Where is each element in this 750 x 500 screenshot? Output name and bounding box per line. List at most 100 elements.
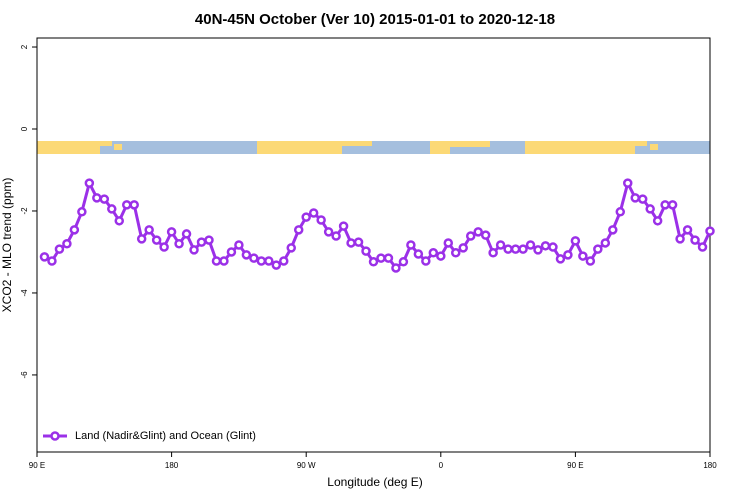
point xyxy=(234,240,244,250)
point xyxy=(196,237,207,247)
point xyxy=(286,243,296,253)
point xyxy=(652,216,663,226)
point xyxy=(77,207,87,217)
point xyxy=(181,229,192,239)
point xyxy=(518,244,528,254)
point xyxy=(645,204,655,214)
point xyxy=(555,254,566,264)
point xyxy=(608,225,618,235)
y-tick-label: -2 xyxy=(20,207,29,215)
point xyxy=(682,225,693,235)
point xyxy=(637,194,648,204)
point xyxy=(241,250,252,260)
point xyxy=(144,225,154,235)
point xyxy=(92,193,102,203)
point xyxy=(338,221,349,231)
y-tick-label: 0 xyxy=(20,126,29,131)
point xyxy=(675,234,685,244)
plot-frame xyxy=(36,37,711,453)
point xyxy=(458,243,468,253)
point xyxy=(151,235,162,245)
point xyxy=(226,247,237,257)
point xyxy=(697,242,708,252)
point xyxy=(376,253,386,263)
point xyxy=(622,178,633,188)
point xyxy=(361,246,371,256)
point xyxy=(600,238,611,248)
point xyxy=(488,248,498,258)
point xyxy=(705,226,715,236)
point xyxy=(219,256,229,266)
point xyxy=(421,256,431,266)
point xyxy=(570,236,581,246)
y-tick-label: -4 xyxy=(20,289,29,297)
point xyxy=(593,244,603,254)
point xyxy=(563,250,573,260)
point xyxy=(114,216,125,226)
point xyxy=(39,252,50,262)
point xyxy=(308,208,319,218)
point xyxy=(428,248,439,258)
x-tick-label: 90 W xyxy=(297,461,316,470)
point xyxy=(47,256,57,266)
point xyxy=(331,231,341,241)
point xyxy=(510,244,521,254)
x-tick-label: 90 E xyxy=(567,461,583,470)
point xyxy=(211,256,222,266)
x-tick-label: 0 xyxy=(439,461,444,470)
point xyxy=(548,242,558,252)
point xyxy=(136,234,147,244)
point xyxy=(615,207,626,217)
point xyxy=(249,253,259,263)
legend-label: Land (Nadir&Glint) and Ocean (Glint) xyxy=(75,430,256,442)
point xyxy=(436,251,446,261)
point xyxy=(495,240,506,250)
point xyxy=(174,239,184,249)
x-tick-label: 180 xyxy=(703,461,717,470)
point xyxy=(256,256,267,266)
point xyxy=(383,253,394,263)
point xyxy=(204,235,214,245)
x-tick-label: 180 xyxy=(165,461,179,470)
point xyxy=(451,248,461,258)
point xyxy=(189,245,199,255)
point xyxy=(406,240,416,250)
point xyxy=(129,200,139,210)
point xyxy=(391,263,401,273)
point xyxy=(301,212,311,222)
point xyxy=(503,244,513,254)
point xyxy=(279,256,289,266)
point xyxy=(121,200,132,210)
point xyxy=(264,256,274,266)
point xyxy=(166,227,177,237)
point xyxy=(540,241,551,251)
point xyxy=(62,239,72,249)
x-tick-label: 90 E xyxy=(29,461,45,470)
point xyxy=(69,225,80,235)
y-tick-label: -6 xyxy=(20,371,29,379)
point xyxy=(630,193,640,203)
legend-marker xyxy=(50,431,60,441)
point xyxy=(353,237,364,247)
point xyxy=(660,200,670,210)
point xyxy=(465,231,476,241)
point xyxy=(316,215,326,225)
point xyxy=(99,194,110,204)
point xyxy=(667,200,678,210)
point xyxy=(533,245,543,255)
y-tick-label: 2 xyxy=(20,44,29,49)
point xyxy=(578,251,588,261)
point xyxy=(84,178,95,188)
land-ocean-strip xyxy=(37,141,710,154)
point xyxy=(480,230,491,240)
point xyxy=(443,238,454,248)
point xyxy=(525,240,536,250)
point xyxy=(473,227,483,237)
point xyxy=(413,249,424,259)
point xyxy=(690,235,700,245)
y-axis-label: XCO2 - MLO trend (ppm) xyxy=(0,178,14,313)
point xyxy=(54,244,65,254)
point xyxy=(585,256,596,266)
chart-title: 40N-45N October (Ver 10) 2015-01-01 to 2… xyxy=(195,11,555,28)
